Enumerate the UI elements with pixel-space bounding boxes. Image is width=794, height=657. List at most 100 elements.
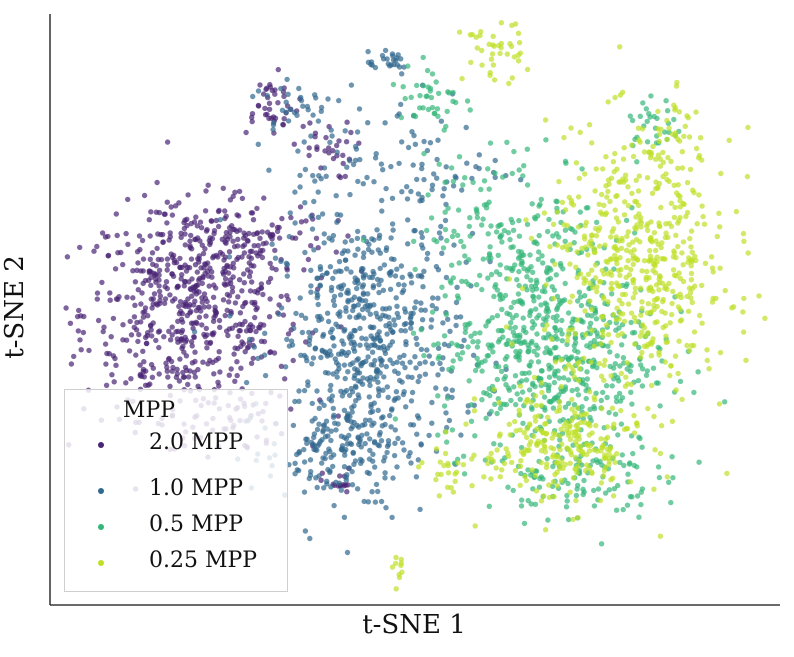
point-series-0 [254, 205, 260, 212]
point-series-1 [405, 241, 411, 247]
point-series-2 [516, 351, 522, 357]
point-series-0 [150, 320, 156, 326]
point-series-0 [182, 303, 189, 310]
point-series-2 [453, 99, 459, 106]
point-series-2 [602, 490, 609, 496]
point-series-3 [488, 450, 494, 457]
point-series-2 [594, 330, 600, 336]
point-series-0 [141, 374, 147, 380]
point-series-3 [490, 33, 496, 39]
point-series-3 [596, 243, 603, 249]
point-series-3 [625, 258, 631, 264]
point-series-0 [102, 341, 109, 347]
point-series-2 [670, 475, 676, 481]
point-series-3 [597, 279, 604, 285]
point-series-2 [480, 256, 486, 262]
point-series-1 [369, 349, 376, 355]
point-series-1 [377, 250, 383, 256]
point-series-1 [348, 426, 354, 432]
point-series-2 [487, 244, 493, 250]
point-series-0 [280, 312, 287, 318]
point-series-1 [296, 85, 302, 92]
point-series-2 [439, 284, 445, 290]
point-series-1 [362, 440, 368, 447]
point-series-1 [317, 283, 323, 289]
point-series-2 [512, 373, 519, 379]
point-series-2 [580, 381, 586, 387]
point-series-2 [491, 441, 497, 447]
point-series-0 [343, 139, 350, 145]
point-series-3 [657, 223, 663, 230]
point-series-1 [365, 59, 372, 65]
point-series-2 [545, 228, 551, 235]
point-series-1 [323, 450, 329, 456]
point-series-0 [239, 195, 246, 202]
point-series-3 [603, 322, 610, 328]
point-series-0 [95, 317, 102, 324]
point-series-2 [619, 342, 625, 348]
point-series-0 [267, 260, 273, 267]
point-series-1 [262, 330, 268, 336]
point-series-3 [569, 396, 575, 403]
point-series-2 [562, 386, 569, 392]
point-series-1 [409, 389, 416, 396]
point-series-2 [454, 293, 461, 299]
point-series-0 [249, 279, 255, 285]
point-series-2 [545, 308, 552, 314]
point-series-1 [401, 447, 407, 453]
point-series-3 [619, 238, 625, 244]
point-series-3 [657, 450, 664, 457]
point-series-2 [565, 310, 572, 316]
point-series-2 [431, 342, 437, 348]
point-series-3 [744, 173, 751, 180]
legend-label: 0.25 MPP [149, 548, 258, 573]
legend: MPP 2.0 MPP 1.0 MPP 0.5 MPP 0.25 MPP [64, 389, 288, 592]
point-series-3 [538, 498, 545, 504]
point-series-3 [598, 191, 605, 198]
point-series-1 [345, 369, 351, 375]
point-series-1 [417, 506, 423, 513]
point-series-1 [357, 297, 363, 303]
point-series-3 [602, 357, 608, 364]
point-series-0 [226, 249, 233, 255]
point-series-0 [111, 379, 117, 385]
point-series-1 [345, 299, 351, 305]
point-series-2 [479, 368, 485, 374]
point-series-2 [554, 306, 560, 313]
point-series-2 [505, 229, 512, 236]
point-series-0 [153, 263, 159, 269]
point-series-1 [287, 106, 293, 112]
point-series-2 [618, 421, 625, 427]
point-series-3 [567, 460, 573, 466]
point-series-0 [340, 160, 346, 167]
point-series-2 [485, 231, 491, 237]
point-series-3 [433, 476, 439, 483]
point-series-3 [644, 175, 651, 181]
point-series-1 [384, 443, 391, 449]
point-series-2 [442, 209, 448, 215]
point-series-2 [644, 118, 650, 125]
point-series-0 [145, 313, 151, 319]
point-series-2 [655, 344, 661, 351]
point-series-1 [342, 128, 348, 134]
point-series-2 [590, 458, 596, 464]
point-series-2 [436, 161, 442, 167]
point-series-1 [414, 431, 420, 437]
point-series-3 [574, 442, 580, 448]
point-series-0 [203, 188, 209, 194]
point-series-0 [230, 238, 236, 244]
point-series-1 [399, 440, 406, 446]
point-series-2 [498, 232, 505, 238]
point-series-3 [578, 412, 584, 418]
point-series-0 [199, 280, 205, 287]
point-series-1 [339, 348, 345, 354]
point-series-0 [200, 250, 207, 257]
point-series-2 [539, 253, 545, 259]
point-series-0 [179, 319, 186, 325]
point-series-1 [357, 156, 363, 163]
point-series-1 [362, 421, 368, 428]
point-series-0 [163, 360, 169, 366]
point-series-0 [232, 300, 239, 306]
point-series-2 [594, 219, 600, 225]
point-series-0 [139, 237, 146, 244]
